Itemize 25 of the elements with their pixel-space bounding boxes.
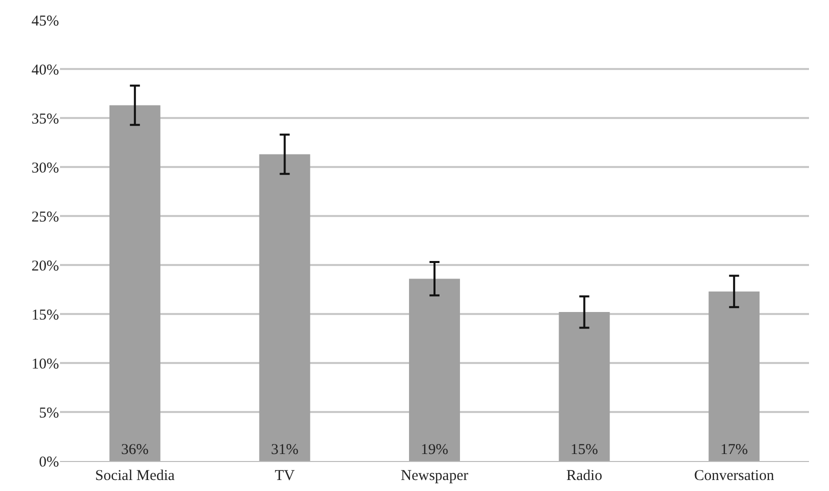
y-tick-label: 30% [32, 160, 59, 176]
x-tick-label: Conversation [694, 468, 775, 484]
y-tick-label: 5% [39, 405, 59, 422]
x-tick-label: Social Media [95, 468, 176, 484]
bar [558, 312, 610, 461]
y-tick-label: 25% [32, 209, 59, 226]
y-tick-label: 35% [32, 111, 59, 128]
bar [708, 291, 760, 461]
x-tick-label: Newspaper [400, 468, 468, 484]
data-label: 15% [570, 442, 598, 458]
y-tick-label: 45% [32, 13, 59, 30]
data-label: 36% [121, 442, 149, 458]
bar [409, 278, 460, 461]
data-label: 19% [420, 442, 448, 458]
y-tick-label: 20% [32, 258, 59, 274]
bar [109, 105, 160, 461]
data-label: 31% [270, 442, 298, 458]
bar [259, 154, 310, 461]
y-tick-label: 15% [32, 307, 59, 324]
data-label: 17% [720, 442, 748, 458]
x-tick-label: TV [274, 468, 295, 484]
y-tick-label: 0% [39, 454, 59, 470]
y-tick-label: 40% [32, 62, 59, 78]
x-tick-label: Radio [566, 468, 602, 484]
y-tick-label: 10% [32, 356, 59, 372]
